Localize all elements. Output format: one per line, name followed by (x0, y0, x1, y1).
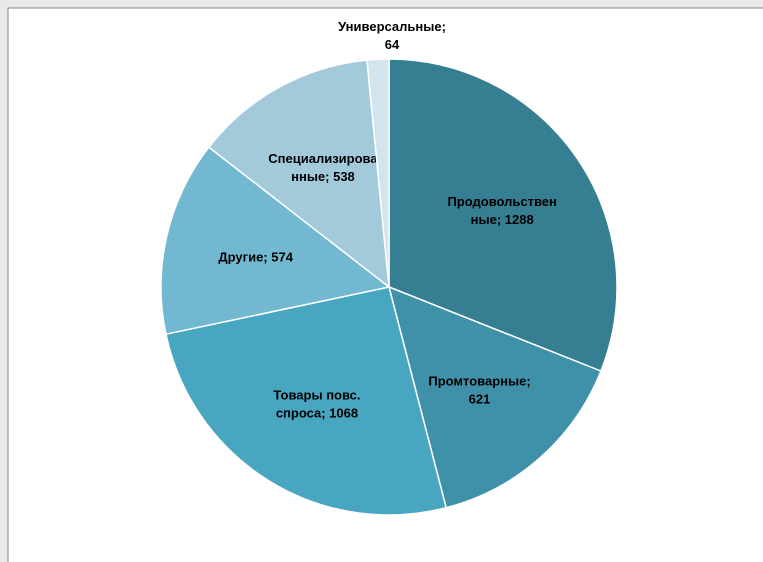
pie-slice (160, 146, 391, 336)
pie-slice (207, 59, 390, 289)
pie-slice (165, 286, 448, 516)
data-label: Продовольствен ные; 1288 (447, 194, 556, 227)
data-label: Специализирова нные; 538 (268, 151, 378, 184)
data-label: Товары повс. спроса; 1068 (273, 387, 360, 420)
data-label: Другие; 574 (218, 249, 293, 264)
pie-slice (366, 58, 390, 288)
pie-slice (387, 285, 602, 509)
data-label: Промтоварные; 621 (428, 374, 530, 407)
pie-slice (388, 58, 618, 373)
data-label: Универсальные; 64 (338, 19, 446, 52)
